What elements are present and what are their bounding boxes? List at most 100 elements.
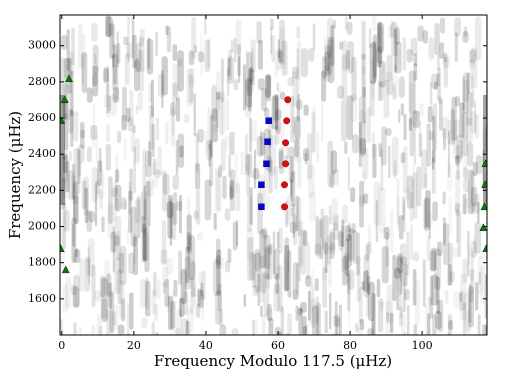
texture — [436, 276, 440, 315]
texture — [290, 206, 295, 217]
texture — [347, 222, 351, 232]
texture — [227, 248, 232, 263]
texture — [105, 15, 111, 38]
texture — [284, 273, 289, 291]
texture — [402, 281, 406, 313]
texture — [463, 197, 468, 215]
texture — [469, 49, 476, 64]
texture — [248, 117, 252, 153]
texture — [131, 17, 135, 59]
texture — [197, 128, 204, 143]
texture — [206, 139, 213, 161]
texture — [273, 283, 281, 312]
texture — [73, 249, 81, 264]
texture — [95, 179, 100, 195]
texture — [266, 308, 273, 321]
texture — [312, 305, 319, 335]
texture — [195, 189, 201, 225]
texture — [400, 103, 404, 116]
texture — [69, 51, 75, 76]
texture — [430, 247, 437, 271]
texture — [94, 53, 97, 65]
texture — [308, 284, 315, 325]
texture — [173, 279, 178, 297]
texture — [142, 227, 147, 262]
texture — [224, 208, 231, 221]
texture — [216, 238, 221, 266]
texture — [398, 215, 404, 240]
texture — [207, 38, 210, 68]
texture — [133, 60, 141, 72]
texture — [388, 24, 392, 39]
texture — [308, 164, 315, 198]
texture — [78, 23, 83, 69]
texture — [170, 107, 176, 147]
texture — [229, 131, 235, 156]
texture — [329, 228, 336, 255]
texture — [439, 98, 443, 131]
texture — [365, 244, 370, 261]
texture — [186, 214, 192, 254]
texture — [434, 23, 440, 55]
texture — [333, 314, 340, 328]
texture — [429, 250, 436, 272]
texture — [123, 36, 129, 46]
texture — [151, 123, 155, 158]
texture — [249, 66, 254, 82]
texture — [123, 201, 127, 211]
texture — [338, 230, 344, 252]
texture — [281, 40, 288, 76]
texture — [450, 109, 455, 145]
texture — [147, 37, 151, 69]
texture — [394, 64, 397, 75]
texture — [448, 196, 452, 235]
texture — [195, 304, 201, 318]
texture — [393, 160, 397, 178]
texture — [63, 57, 71, 80]
texture — [62, 283, 69, 314]
texture — [328, 246, 332, 288]
texture — [172, 44, 178, 62]
texture — [401, 332, 409, 335]
texture — [397, 253, 403, 274]
texture — [398, 306, 404, 327]
texture — [140, 190, 147, 234]
texture — [198, 289, 204, 309]
texture — [412, 172, 418, 219]
texture — [287, 250, 292, 298]
texture — [166, 294, 170, 313]
texture — [188, 74, 194, 104]
texture — [171, 202, 177, 241]
texture — [323, 36, 327, 63]
texture — [257, 39, 263, 70]
texture — [324, 242, 328, 274]
texture — [68, 108, 74, 134]
texture — [72, 110, 79, 142]
texture — [475, 154, 483, 175]
texture — [409, 192, 414, 223]
texture — [406, 48, 413, 63]
texture — [280, 306, 285, 335]
texture — [188, 234, 195, 281]
texture — [376, 46, 383, 68]
texture — [67, 170, 75, 200]
texture — [273, 166, 278, 190]
texture — [431, 149, 436, 194]
texture — [302, 315, 307, 335]
texture — [399, 242, 407, 283]
texture — [284, 237, 290, 275]
texture — [220, 138, 226, 172]
texture — [122, 85, 128, 131]
texture — [478, 272, 481, 285]
texture — [314, 242, 322, 256]
texture — [90, 124, 98, 141]
texture — [226, 97, 229, 131]
texture — [321, 237, 325, 250]
texture — [373, 181, 381, 226]
texture — [315, 296, 320, 324]
texture — [71, 284, 77, 296]
texture — [474, 221, 482, 254]
texture — [286, 146, 290, 160]
texture — [65, 276, 72, 309]
texture — [417, 25, 424, 42]
